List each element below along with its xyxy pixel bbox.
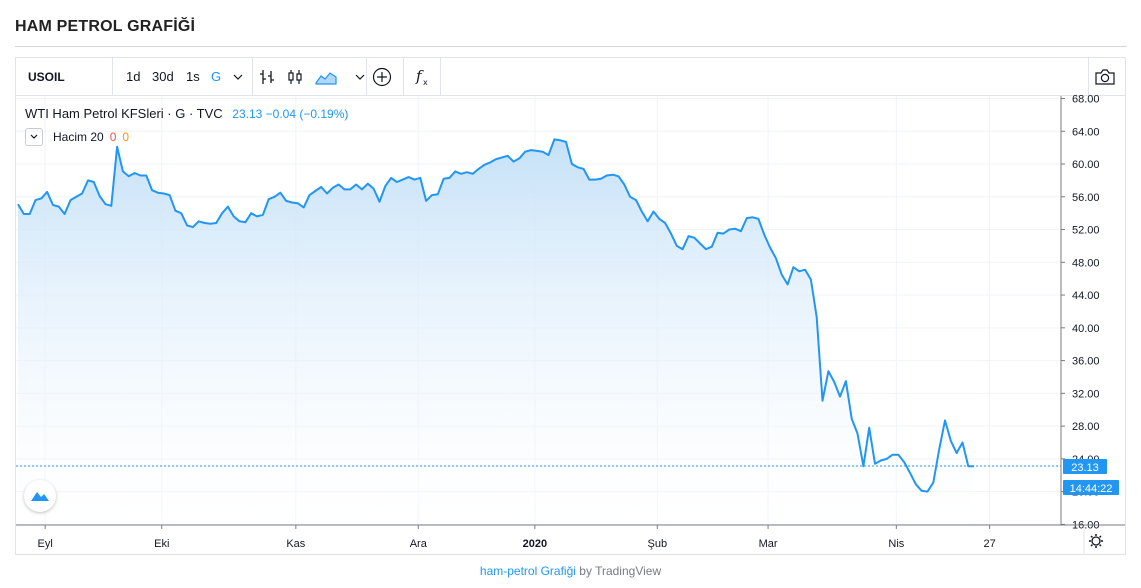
compare-plus-icon[interactable] (371, 66, 393, 88)
toolbar-divider (1088, 58, 1089, 95)
collapse-legend-button[interactable] (25, 128, 43, 146)
toolbar-divider (252, 58, 253, 95)
interval-1s-button[interactable]: 1s (186, 69, 200, 84)
volume-value-2: 0 (122, 130, 130, 144)
y-tick-label: 28.00 (1072, 421, 1100, 433)
y-tick-label: 36.00 (1072, 356, 1100, 368)
chart-widget (15, 57, 1126, 555)
chevron-down-icon (30, 134, 38, 139)
bar-style-icon[interactable] (256, 66, 278, 88)
x-tick-label: Kas (286, 538, 305, 550)
svg-text:x: x (423, 78, 428, 87)
x-tick-label: Şub (648, 538, 668, 550)
y-tick-label: 60.00 (1072, 159, 1100, 171)
toolbar-divider (440, 58, 441, 95)
chevron-down-icon[interactable] (227, 66, 249, 88)
y-tick-label: 68.00 (1072, 94, 1100, 106)
countdown-label: 14:44:22 (1063, 480, 1119, 495)
volume-legend: Hacim 20 0 0 (25, 128, 129, 146)
price-area (18, 139, 975, 525)
svg-text:f: f (415, 67, 424, 85)
y-tick-label: 52.00 (1072, 225, 1100, 237)
y-tick-label: 56.00 (1072, 192, 1100, 204)
last-price-value: 23.13 (1071, 462, 1099, 474)
x-tick-label: Ara (410, 538, 428, 550)
tradingview-logo-icon (31, 492, 49, 501)
interval-30d-button[interactable]: 30d (152, 69, 174, 84)
interval-1d-button[interactable]: 1d (126, 69, 141, 84)
y-tick-label: 48.00 (1072, 257, 1100, 269)
candle-style-icon[interactable] (284, 66, 306, 88)
camera-icon[interactable] (1094, 66, 1116, 88)
toolbar-divider (112, 58, 113, 95)
x-tick-label: 2020 (523, 538, 547, 550)
symbol-search-button[interactable]: USOIL (28, 70, 65, 84)
x-tick-label: Eyl (38, 538, 53, 550)
area-style-icon[interactable] (315, 66, 337, 88)
x-tick-label: Eki (154, 538, 169, 550)
volume-value-1: 0 (109, 130, 117, 144)
series-value: 23.13 −0.04 (−0.19%) (232, 107, 349, 121)
series-title: WTI Ham Petrol KFSleri · G · TVC (25, 106, 223, 121)
x-tick-label: Mar (759, 538, 778, 550)
series-legend: WTI Ham Petrol KFSleri · G · TVC 23.13 −… (25, 106, 348, 121)
x-tick-label: 27 (983, 538, 995, 550)
price-line (17, 138, 975, 493)
title-divider (15, 46, 1127, 47)
settings-gear-icon[interactable] (1089, 534, 1103, 548)
tradingview-logo-button[interactable] (24, 480, 56, 512)
toolbar-divider (403, 58, 404, 95)
last-price-label: 23.13 (1063, 459, 1107, 474)
toolbar-divider (366, 58, 367, 95)
y-tick-label: 32.00 (1072, 388, 1100, 400)
y-tick-label: 44.00 (1072, 290, 1100, 302)
volume-label: Hacim 20 (53, 130, 104, 144)
time-axis[interactable]: Eyl Eki Kas Ara 2020 Şub Mar Nis 27 (38, 525, 996, 550)
chevron-down-icon[interactable] (349, 66, 371, 88)
countdown-value: 14:44:22 (1070, 483, 1113, 495)
chart-link[interactable]: ham-petrol Grafiği (479, 564, 576, 578)
page-title: HAM PETROL GRAFİĞİ (15, 18, 196, 35)
attribution-footer: ham-petrol Grafiği by TradingView (0, 564, 1141, 578)
y-tick-label: 64.00 (1072, 126, 1100, 138)
attribution-text: by TradingView (579, 564, 662, 578)
y-tick-label: 40.00 (1072, 323, 1100, 335)
interval-g-button[interactable]: G (211, 69, 222, 84)
x-tick-label: Nis (888, 538, 904, 550)
